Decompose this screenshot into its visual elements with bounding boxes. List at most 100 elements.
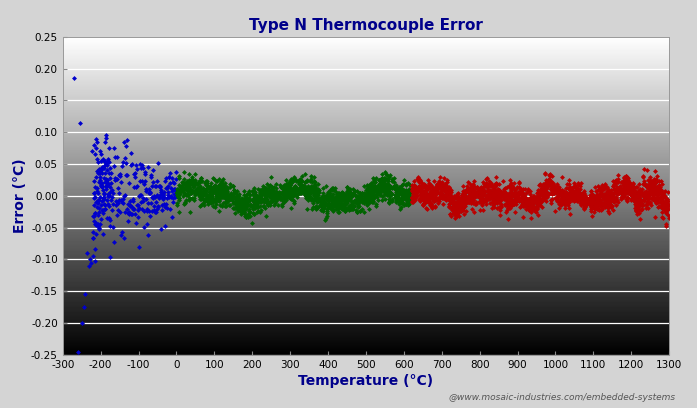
Point: [232, 204, 243, 210]
Point: [480, 176, 491, 182]
Point: [569, 197, 581, 204]
Point: [477, 193, 488, 200]
Point: [493, 196, 504, 202]
Point: [447, 197, 459, 204]
Point: [269, 195, 280, 201]
Point: [509, 201, 520, 207]
Point: [491, 198, 503, 204]
Point: [173, 195, 184, 201]
Point: [156, 188, 167, 195]
Point: [98, 210, 109, 216]
Point: [549, 187, 560, 193]
Point: [192, 187, 204, 194]
Point: [659, 205, 670, 212]
Point: [572, 182, 583, 188]
Point: [484, 190, 496, 196]
Point: [650, 197, 661, 203]
Point: [341, 191, 352, 197]
Point: [259, 184, 270, 191]
Point: [200, 182, 211, 188]
Point: [178, 189, 190, 196]
Point: [567, 192, 578, 199]
Point: [610, 180, 621, 186]
Point: [372, 185, 383, 192]
Point: [364, 191, 375, 197]
Point: [96, 164, 107, 171]
Point: [195, 183, 206, 189]
Point: [139, 208, 150, 214]
Point: [222, 187, 233, 194]
Point: [368, 191, 379, 197]
Point: [650, 195, 661, 201]
Point: [418, 195, 429, 202]
Point: [309, 187, 321, 194]
Point: [245, 201, 256, 208]
Point: [199, 187, 210, 193]
Point: [160, 175, 171, 182]
Point: [467, 191, 478, 197]
Point: [523, 206, 535, 213]
Point: [236, 195, 247, 201]
Point: [89, 151, 100, 158]
Point: [255, 192, 266, 198]
Point: [422, 194, 434, 200]
Point: [178, 186, 189, 193]
Point: [466, 206, 477, 213]
Point: [434, 183, 445, 189]
Point: [593, 200, 604, 207]
Point: [305, 186, 316, 193]
Point: [631, 202, 642, 209]
Point: [390, 193, 401, 200]
Point: [635, 200, 646, 206]
Point: [357, 190, 368, 197]
Point: [259, 204, 270, 211]
Point: [96, 183, 107, 190]
Point: [220, 200, 231, 206]
Point: [572, 187, 583, 193]
Point: [532, 187, 543, 193]
Point: [461, 198, 472, 205]
Point: [572, 185, 583, 191]
Point: [265, 190, 276, 197]
Point: [624, 188, 635, 194]
Point: [436, 178, 447, 185]
Point: [459, 201, 470, 207]
Point: [208, 183, 219, 189]
Point: [497, 189, 508, 195]
Point: [484, 182, 495, 188]
Point: [264, 182, 275, 188]
Point: [413, 184, 424, 191]
Point: [409, 184, 420, 190]
Point: [367, 187, 378, 194]
Point: [435, 183, 446, 190]
Point: [421, 198, 432, 204]
Point: [198, 192, 209, 198]
Point: [408, 189, 419, 195]
Point: [382, 176, 393, 182]
Point: [220, 196, 231, 202]
Point: [208, 175, 219, 181]
Point: [367, 189, 378, 195]
Point: [332, 204, 343, 210]
Point: [488, 199, 499, 205]
Point: [68, 75, 79, 81]
Point: [362, 200, 374, 206]
Point: [627, 195, 638, 202]
Point: [194, 178, 206, 185]
Point: [560, 193, 571, 199]
Point: [224, 195, 235, 202]
Point: [625, 191, 636, 197]
Point: [413, 179, 424, 186]
Point: [217, 188, 228, 195]
Point: [362, 197, 374, 203]
Point: [586, 195, 597, 202]
Point: [373, 196, 384, 203]
Point: [575, 190, 586, 197]
Point: [270, 188, 281, 195]
Point: [403, 190, 414, 196]
Point: [619, 190, 630, 197]
Point: [604, 200, 615, 207]
Point: [574, 185, 585, 192]
Point: [351, 207, 362, 213]
Point: [590, 204, 602, 211]
